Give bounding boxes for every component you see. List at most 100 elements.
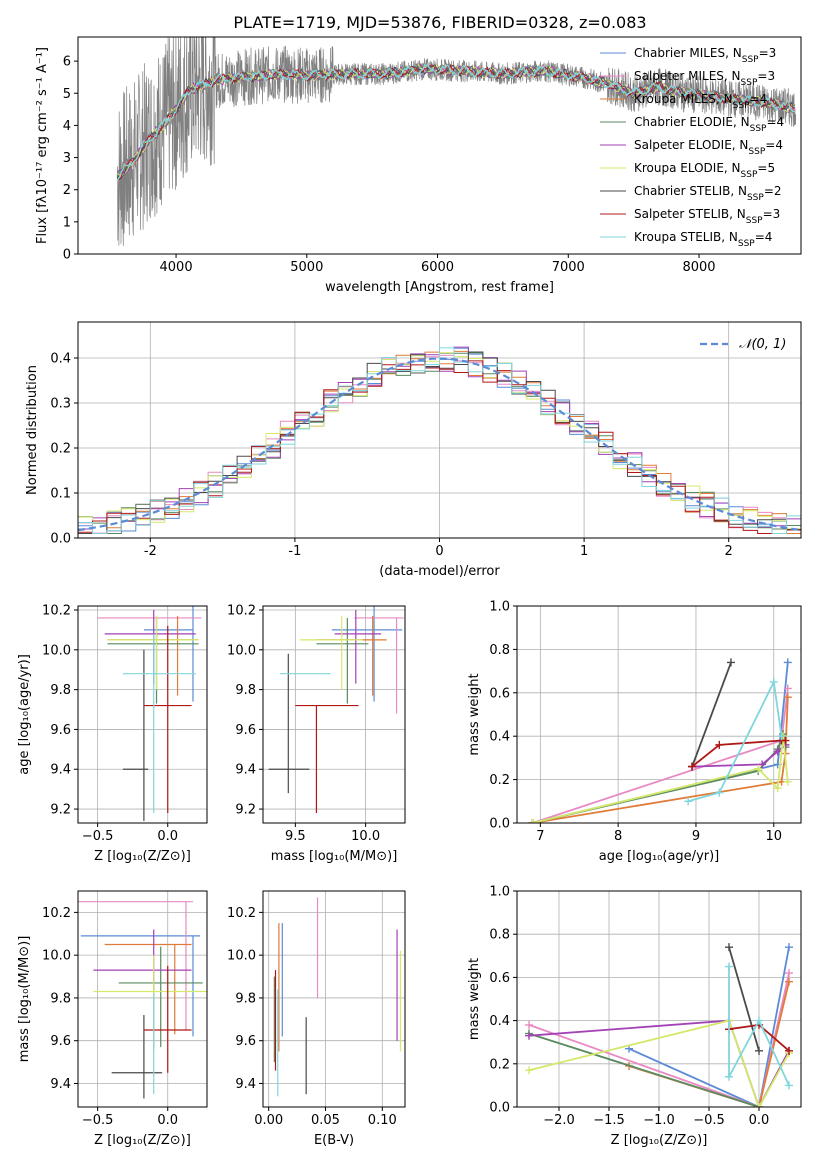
- weight-line-k_elodie: [528, 1019, 790, 1107]
- y-tick-label: 10.0: [42, 643, 71, 658]
- x-tick-label: 10: [765, 829, 782, 844]
- y-tick-label: 0.8: [489, 928, 510, 943]
- spectrum-legend: Chabrier MILES, NSSP=3 Salpeter MILES, NS…: [600, 46, 784, 249]
- y-tick-label: 10.0: [227, 643, 256, 658]
- y-tick-label: 1.0: [489, 600, 510, 615]
- weight-marker-s_elodie: [773, 747, 782, 756]
- y-tick-label: 10.2: [42, 603, 71, 618]
- legend-label-k_elodie: Kroupa ELODIE, NSSP=5: [634, 161, 775, 180]
- x-tick-label: 9.5: [285, 829, 306, 844]
- model-spectrum-k_elodie: [116, 63, 796, 178]
- x-tick-label: −1.5: [593, 1113, 625, 1128]
- axes-frame: [262, 605, 406, 824]
- y-axis-label: mass weight: [467, 958, 482, 1040]
- plot-area: [97, 606, 202, 822]
- x-tick-label: −0.5: [693, 1113, 725, 1128]
- y-tick-label: 10.0: [227, 949, 256, 964]
- legend-label-s_miles: Salpeter MILES, NSSP=3: [634, 69, 775, 88]
- y-axis-label: Flux [fλ10⁻¹⁷ erg cm⁻² s⁻¹ A⁻¹]: [35, 47, 50, 244]
- y-axis-label: Normed distribution: [25, 365, 40, 495]
- x-axis-label: Z [log₁₀(Z/Z⊙)]: [94, 849, 191, 864]
- x-tick-label: 9: [692, 829, 700, 844]
- x-tick-label: 0.0: [749, 1113, 770, 1128]
- y-tick-label: 0.1: [50, 487, 71, 502]
- y-tick-label: 0.4: [489, 730, 510, 745]
- x-axis-label: (data-model)/error: [379, 564, 500, 579]
- y-tick-label: 0.0: [50, 532, 71, 547]
- x-tick-label: −0.5: [82, 1113, 114, 1128]
- y-tick-label: 9.4: [50, 763, 71, 778]
- weight-marker-k_elodie: [528, 819, 537, 823]
- x-tick-label: 8000: [682, 260, 715, 275]
- y-tick-label: 10.0: [42, 949, 71, 964]
- spectrum-panel: 4000 5000 6000 7000 8000 0 1 2 3 4 5 6 wavelength [A…: [35, 36, 802, 295]
- weight-marker-c_stelib: [726, 658, 735, 667]
- y-tick-label: 9.6: [50, 1034, 71, 1049]
- age-vs-mass-panel: 9.5 10.0 9.2 9.4 9.6 9.8 10.0 10.2 mass [log₁₀(M…: [227, 603, 406, 864]
- x-tick-label: −1.0: [643, 1113, 675, 1128]
- x-tick-label: 0.10: [368, 1113, 397, 1128]
- y-tick-label: 0.8: [489, 643, 510, 658]
- y-axis-label: mass [log₁₀(M/M⊙)]: [17, 936, 32, 1063]
- weight-marker-s_stelib: [785, 1046, 793, 1055]
- y-tick-label: 1.0: [489, 885, 510, 900]
- legend-label-k_miles: Kroupa MILES, NSSP=4: [634, 92, 767, 111]
- weight-line-c_stelib: [728, 946, 760, 1052]
- weight-line-k_stelib: [728, 966, 790, 1086]
- weight-line-c_stelib: [691, 662, 732, 767]
- x-tick-label: 0.0: [157, 1113, 178, 1128]
- x-tick-label: -2: [144, 544, 157, 559]
- x-tick-label: 1: [580, 544, 588, 559]
- y-tick-label: 0.3: [50, 397, 71, 412]
- weight-vs-z-panel: −2.0 −1.5 −1.0 −0.5 0.0 0.0 0.2 0.4 0.6 0.8 1.0 Z […: [467, 885, 802, 1148]
- weight-marker-k_stelib: [715, 788, 724, 797]
- y-tick-label: 9.8: [50, 683, 71, 698]
- mass-vs-z-panel: −0.5 0.0 9.4 9.6 9.8 10.0 10.2 Z [log₁₀(Z/Z⊙)] m…: [17, 890, 208, 1148]
- model-spectrum-k_stelib: [116, 61, 796, 182]
- y-tick-label: 0.2: [489, 1057, 510, 1072]
- x-tick-label: 0: [435, 544, 443, 559]
- y-tick-label: 1: [63, 215, 71, 230]
- y-tick-label: 0.0: [489, 1101, 510, 1116]
- plot-area: [528, 658, 792, 823]
- x-tick-label: 7000: [552, 260, 585, 275]
- y-tick-label: 0.4: [489, 1014, 510, 1029]
- x-tick-label: −2.0: [543, 1113, 575, 1128]
- mass-vs-ebv-panel: 0.00 0.05 0.10 9.4 9.6 9.8 10.0 10.2 E(B-V): [227, 890, 406, 1148]
- legend-label-normal: 𝒩(0, 1): [739, 337, 786, 352]
- weight-line-c_miles: [628, 947, 790, 1107]
- weight-marker-k_stelib: [777, 732, 786, 741]
- legend-label-c_stelib: Chabrier STELIB, NSSP=2: [634, 184, 782, 203]
- y-tick-label: 0.2: [489, 773, 510, 788]
- age-vs-z-panel: −0.5 0.0 9.2 9.4 9.6 9.8 10.0 10.2 Z [log₁₀(Z/Z⊙…: [17, 603, 208, 864]
- weight-line-s_miles: [532, 688, 789, 823]
- x-axis-label: mass [log₁₀(M/M⊙)]: [271, 849, 398, 864]
- y-tick-label: 9.4: [235, 1077, 256, 1092]
- histogram-panel: -2 -1 0 1 2 0.0 0.1 0.2 0.3 0.4 (data-model)/error…: [25, 321, 802, 579]
- y-tick-label: 9.8: [235, 683, 256, 698]
- hist-k_stelib: [78, 347, 801, 534]
- weight-marker-s_miles: [783, 684, 792, 693]
- weight-marker-k_miles: [783, 693, 792, 702]
- x-tick-label: 8: [614, 829, 622, 844]
- model-spectrum-c_stelib: [116, 64, 796, 180]
- weight-marker-s_elodie: [758, 760, 767, 769]
- y-tick-label: 0: [63, 248, 71, 263]
- weight-marker-k_stelib: [725, 962, 733, 971]
- axes-frame: [77, 36, 802, 255]
- plot-area: [273, 897, 402, 1097]
- x-tick-label: 2: [725, 544, 733, 559]
- weight-vs-age-panel: 7 8 9 10 0.0 0.2 0.4 0.6 0.8 1.0 age [log₁₀(age/yr…: [467, 600, 802, 864]
- weight-marker-k_elodie: [525, 1066, 533, 1075]
- y-tick-label: 9.2: [50, 803, 71, 818]
- x-axis-label: E(B-V): [314, 1133, 354, 1148]
- x-tick-label: 0.0: [157, 829, 178, 844]
- weight-marker-c_stelib: [725, 943, 733, 952]
- weight-marker-c_miles: [783, 658, 792, 667]
- weight-marker-k_stelib: [684, 797, 693, 806]
- y-tick-label: 0.4: [50, 352, 71, 367]
- weight-marker-s_stelib: [781, 736, 790, 745]
- x-tick-label: 4000: [160, 260, 193, 275]
- y-tick-label: 9.6: [235, 723, 256, 738]
- weight-marker-k_stelib: [755, 1016, 763, 1025]
